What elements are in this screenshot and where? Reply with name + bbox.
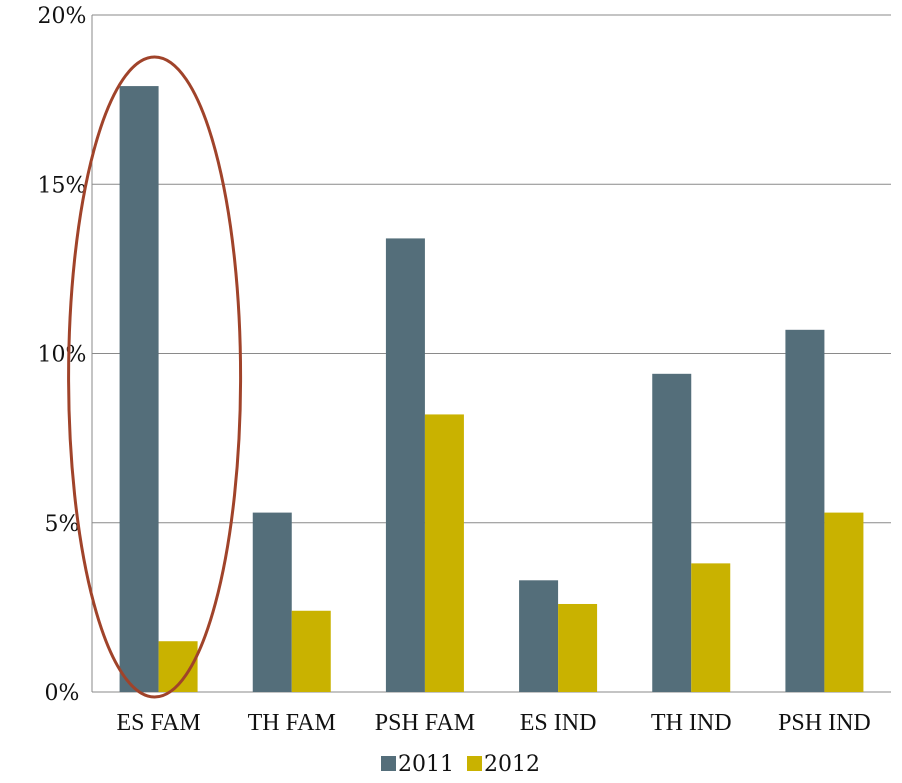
- x-category-label: PSH FAM: [375, 710, 475, 736]
- x-category-label: ES FAM: [116, 710, 200, 736]
- bar-2011-psh-fam: [385, 238, 425, 692]
- bar-2011-es-fam: [119, 86, 159, 692]
- gridlines: [92, 14, 891, 693]
- y-tick-labels: 0% 5% 10% 15% 20%: [38, 4, 87, 706]
- x-category-label: PSH IND: [778, 710, 871, 736]
- y-tick-label: 20%: [38, 4, 87, 29]
- legend-swatch: [467, 756, 482, 771]
- legend-item-2011: 2011: [381, 752, 454, 777]
- y-tick-label: 0%: [45, 681, 80, 706]
- bar-2012-es-ind: [558, 603, 598, 692]
- bar-2011-psh-ind: [785, 329, 825, 692]
- bars: [119, 86, 864, 692]
- legend-label: 2011: [398, 752, 454, 777]
- y-tick-label: 10%: [38, 343, 87, 368]
- bar-2012-th-ind: [691, 563, 731, 692]
- y-tick-label: 5%: [45, 512, 80, 537]
- bar-2011-th-fam: [252, 512, 292, 692]
- legend-item-2012: 2012: [467, 752, 540, 777]
- legend-label: 2012: [484, 752, 540, 777]
- bar-2011-es-ind: [519, 580, 559, 692]
- legend-swatch: [381, 756, 396, 771]
- y-tick-label: 15%: [38, 173, 87, 198]
- bar-2011-th-ind: [652, 373, 692, 692]
- legend: 2011 2012: [381, 752, 540, 777]
- bar-2012-psh-fam: [424, 414, 464, 692]
- annotations: [67, 55, 243, 699]
- x-category-label: ES IND: [520, 710, 597, 736]
- bar-2012-psh-ind: [824, 512, 864, 692]
- highlight-ellipse: [67, 55, 243, 699]
- x-category-label: TH FAM: [248, 710, 336, 736]
- category-labels: ES FAM TH FAM PSH FAM ES IND TH IND PSH IND: [116, 710, 870, 736]
- x-category-label: TH IND: [651, 710, 732, 736]
- bar-2012-th-fam: [291, 610, 331, 692]
